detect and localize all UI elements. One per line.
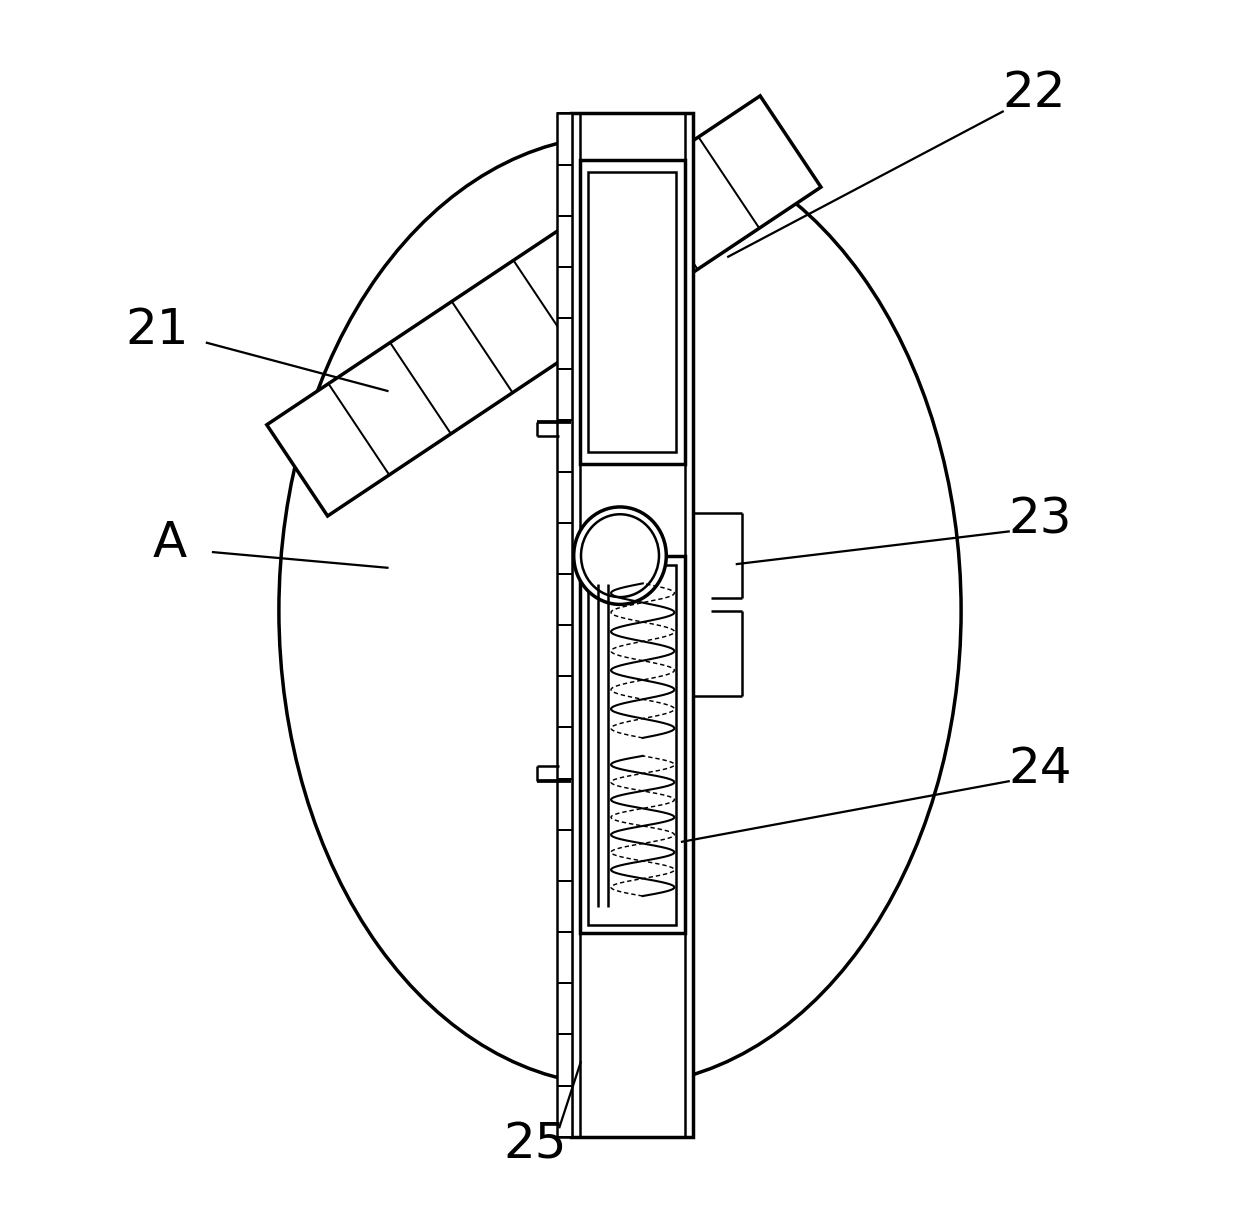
Text: 25: 25 <box>503 1120 567 1168</box>
Bar <box>588 565 676 924</box>
Bar <box>588 172 676 452</box>
Bar <box>557 114 573 1137</box>
Text: A: A <box>153 519 186 568</box>
Bar <box>572 114 693 1137</box>
Text: 23: 23 <box>1008 496 1073 543</box>
Ellipse shape <box>279 136 961 1085</box>
Ellipse shape <box>582 514 658 597</box>
Text: 21: 21 <box>125 306 188 354</box>
Bar <box>580 160 684 464</box>
Ellipse shape <box>574 507 666 604</box>
Bar <box>580 556 684 933</box>
Polygon shape <box>267 96 821 516</box>
Text: 24: 24 <box>1008 745 1073 792</box>
Text: 22: 22 <box>1002 68 1066 117</box>
